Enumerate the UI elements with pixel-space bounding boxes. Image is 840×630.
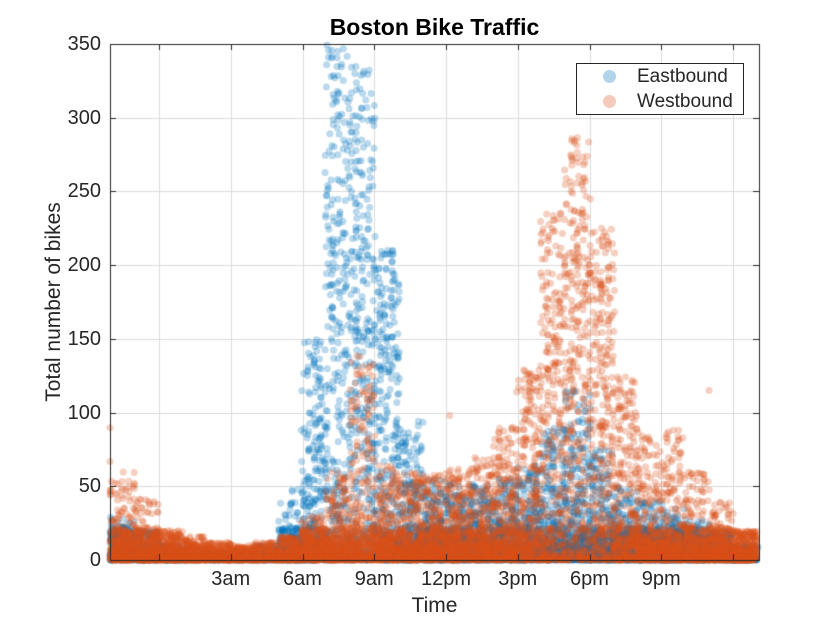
- x-tick-label: 3am: [211, 568, 251, 590]
- y-tick-label: 350: [67, 33, 101, 55]
- y-tick-label: 50: [78, 475, 101, 498]
- legend-item-eastbound: Eastbound: [577, 65, 743, 88]
- legend-label-westbound: Westbound: [637, 90, 733, 112]
- x-tick-label: 9am: [354, 568, 394, 590]
- legend-label-eastbound: Eastbound: [637, 65, 728, 87]
- x-tick-label: 6am: [283, 568, 322, 590]
- y-axis-label: Total number of bikes: [42, 202, 65, 402]
- chart-title: Boston Bike Traffic: [329, 14, 540, 40]
- legend-item-westbound: Westbound: [577, 90, 743, 113]
- eastbound-marker-icon: [603, 70, 616, 83]
- legend: Eastbound Westbound: [576, 63, 744, 115]
- y-tick-label: 0: [89, 549, 101, 571]
- y-tick-label: 200: [67, 254, 101, 277]
- y-tick-label: 250: [67, 180, 101, 203]
- x-tick-label: 12pm: [420, 568, 472, 590]
- x-tick-label: 6pm: [570, 568, 609, 590]
- y-tick-label: 150: [67, 327, 101, 350]
- x-tick-label: 9pm: [641, 568, 681, 590]
- y-tick-label: 100: [67, 401, 101, 424]
- westbound-marker-icon: [603, 95, 616, 108]
- x-axis-label: Time: [411, 594, 458, 617]
- y-tick-label: 300: [67, 106, 101, 129]
- x-tick-label: 3pm: [498, 568, 538, 590]
